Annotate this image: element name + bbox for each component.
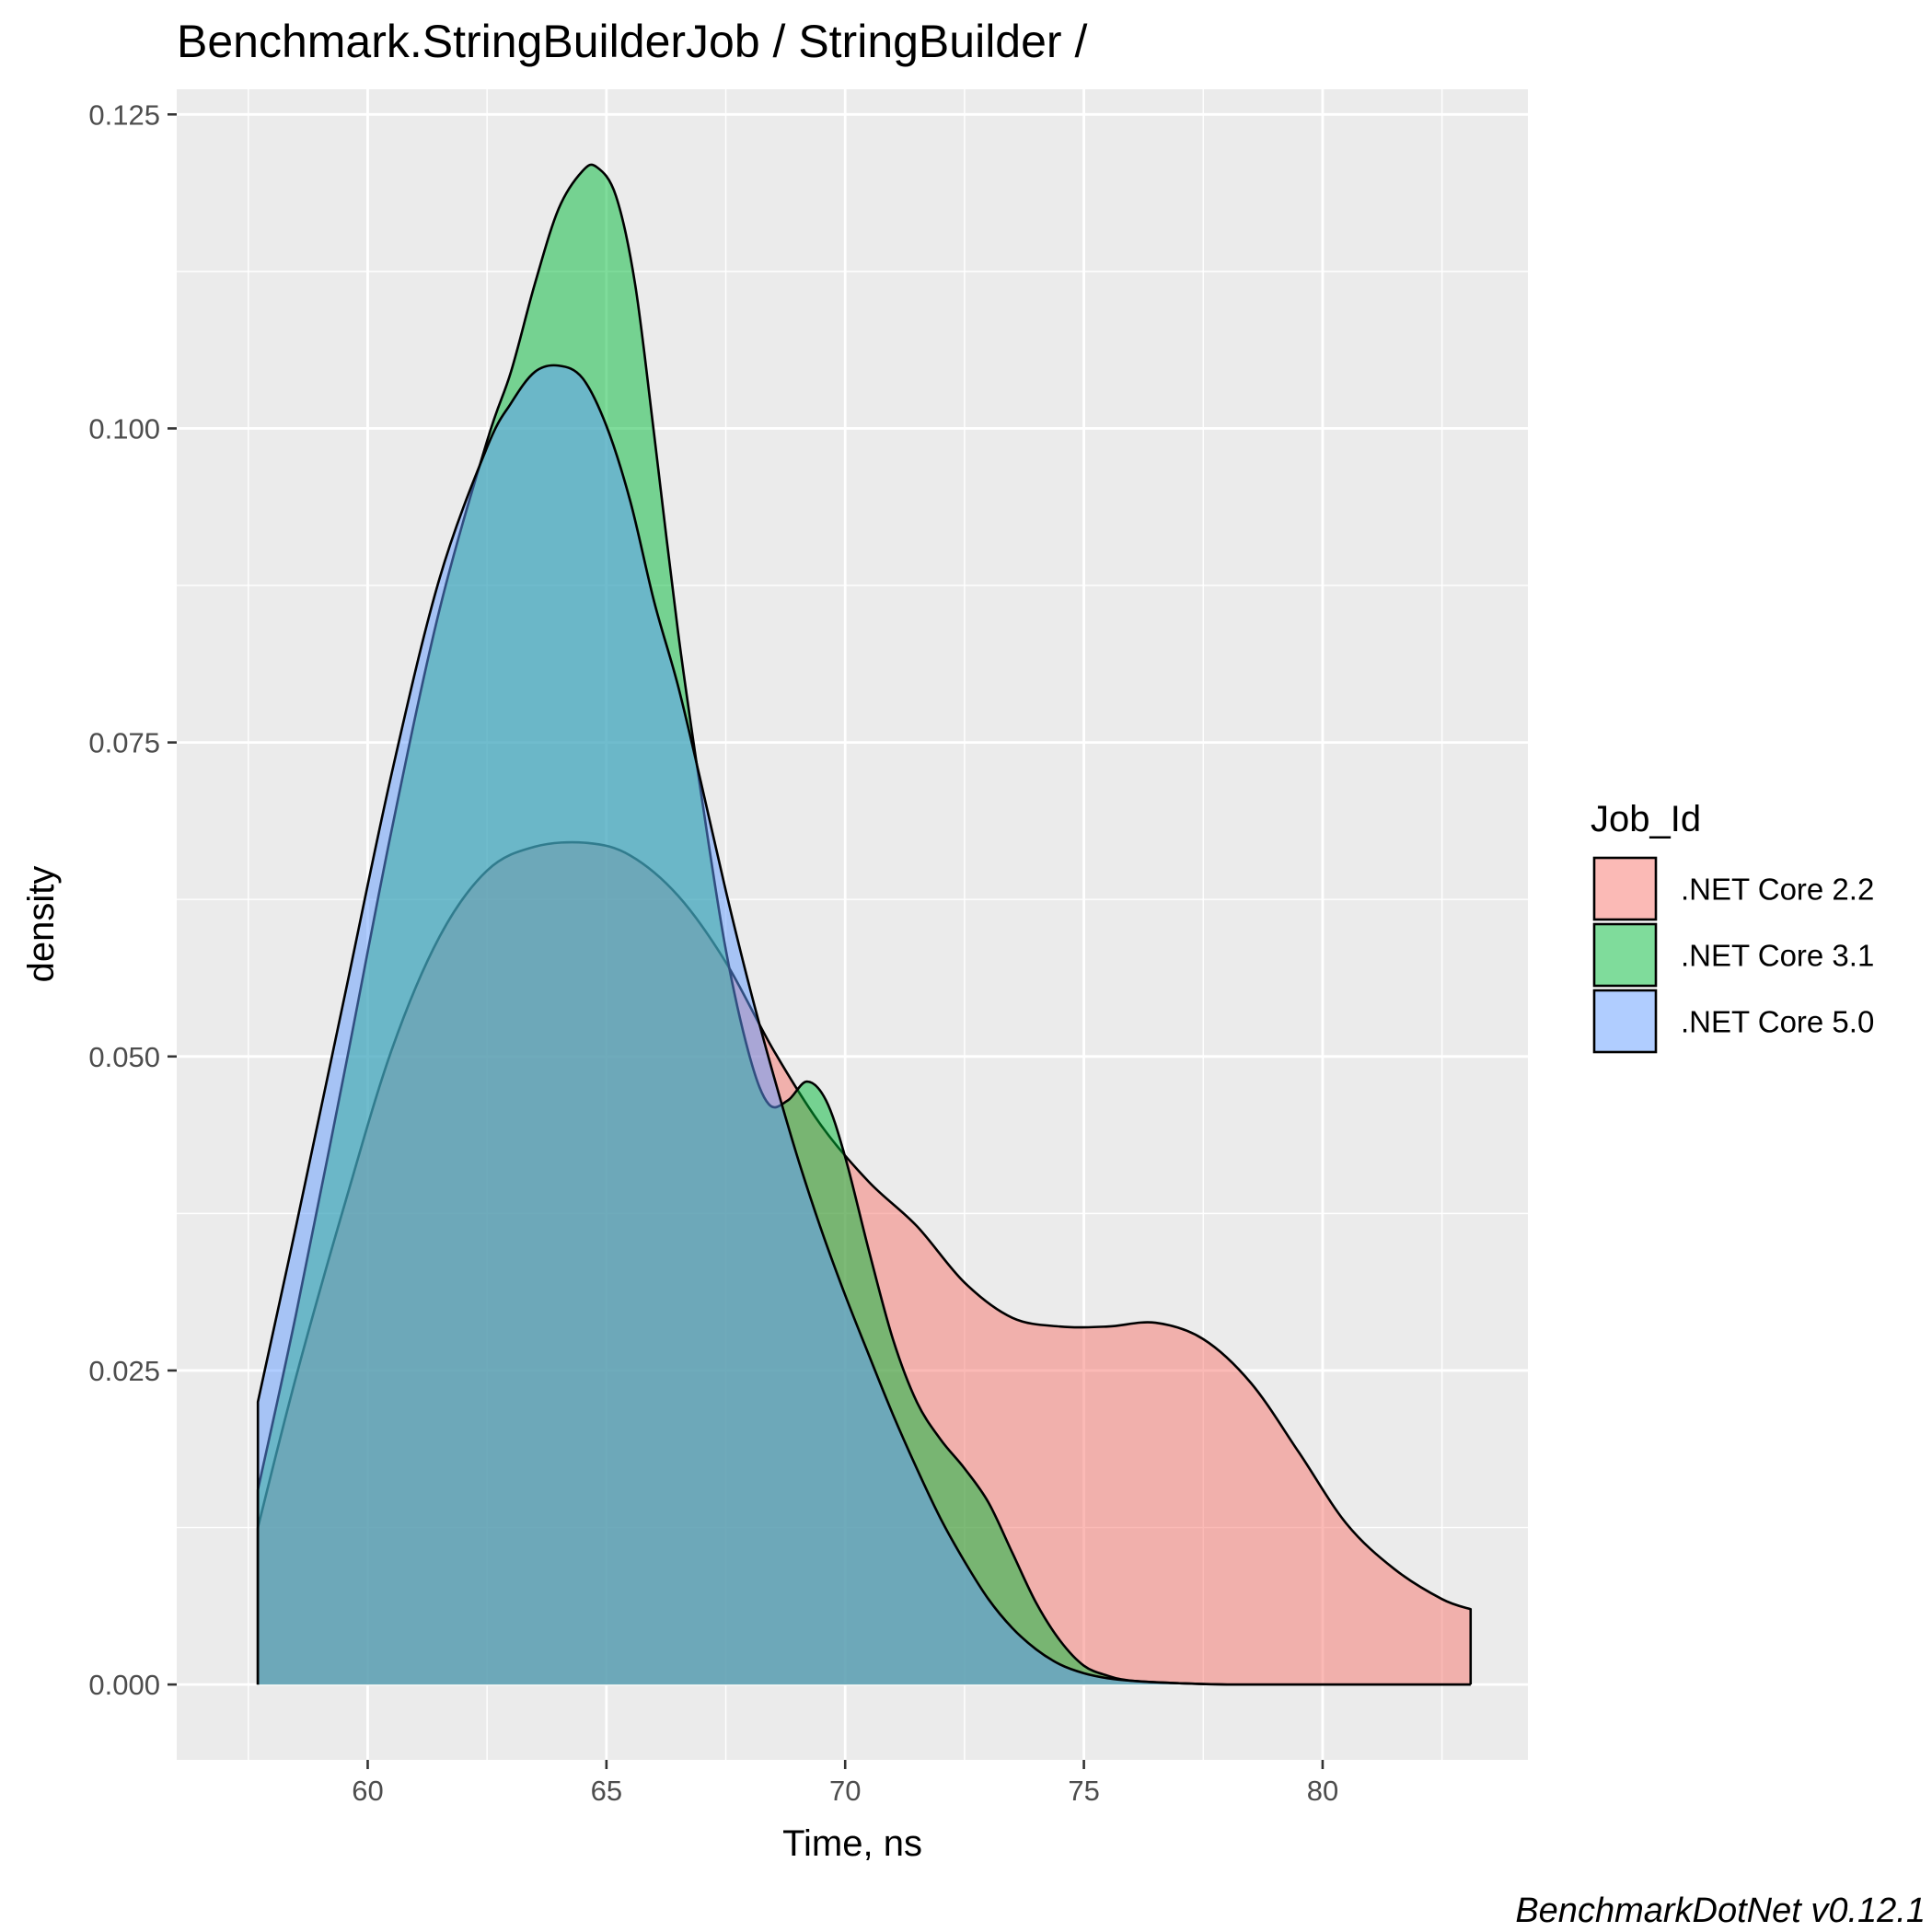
- x-axis-title: Time, ns: [782, 1823, 922, 1864]
- density-areas: [256, 163, 1473, 1686]
- legend-key-net-core-3-1: [1592, 922, 1658, 988]
- legend-title: Job_Id: [1591, 799, 1701, 839]
- legend: Job_Id .NET Core 2.2 .NET Core 3.1 .NET Co…: [1591, 799, 1874, 1054]
- chart-title: Benchmark.StringBuilderJob / StringBuild…: [177, 16, 1087, 67]
- x-tick-label: 70: [829, 1775, 861, 1807]
- y-axis-title: density: [21, 866, 62, 983]
- y-tick-label: 0.100: [88, 412, 160, 445]
- density-line-net-core-5-0: [256, 364, 1471, 1686]
- y-tick-label: 0.000: [88, 1669, 160, 1701]
- y-tick-label: 0.050: [88, 1041, 160, 1073]
- y-tick-label: 0.125: [88, 98, 160, 131]
- density-area-net-core-5-0: [258, 364, 1471, 1685]
- legend-label-net-core-5-0: .NET Core 5.0: [1681, 1005, 1874, 1039]
- x-tick-label: 60: [352, 1775, 383, 1807]
- y-tick-label: 0.075: [88, 727, 160, 759]
- x-tick-label: 80: [1307, 1775, 1338, 1807]
- chart-caption: BenchmarkDotNet v0.12.1: [1515, 1892, 1926, 1930]
- x-axis: 60 65 70 75 80: [352, 1760, 1338, 1807]
- legend-key-net-core-2-2: [1592, 856, 1658, 921]
- legend-label-net-core-2-2: .NET Core 2.2: [1681, 873, 1874, 907]
- x-tick-label: 75: [1068, 1775, 1099, 1807]
- y-axis: 0.000 0.025 0.050 0.075 0.100 0.125: [88, 98, 177, 1701]
- legend-key-net-core-5-0: [1592, 989, 1658, 1054]
- x-tick-label: 65: [591, 1775, 622, 1807]
- y-tick-label: 0.025: [88, 1355, 160, 1387]
- legend-label-net-core-3-1: .NET Core 3.1: [1681, 939, 1874, 973]
